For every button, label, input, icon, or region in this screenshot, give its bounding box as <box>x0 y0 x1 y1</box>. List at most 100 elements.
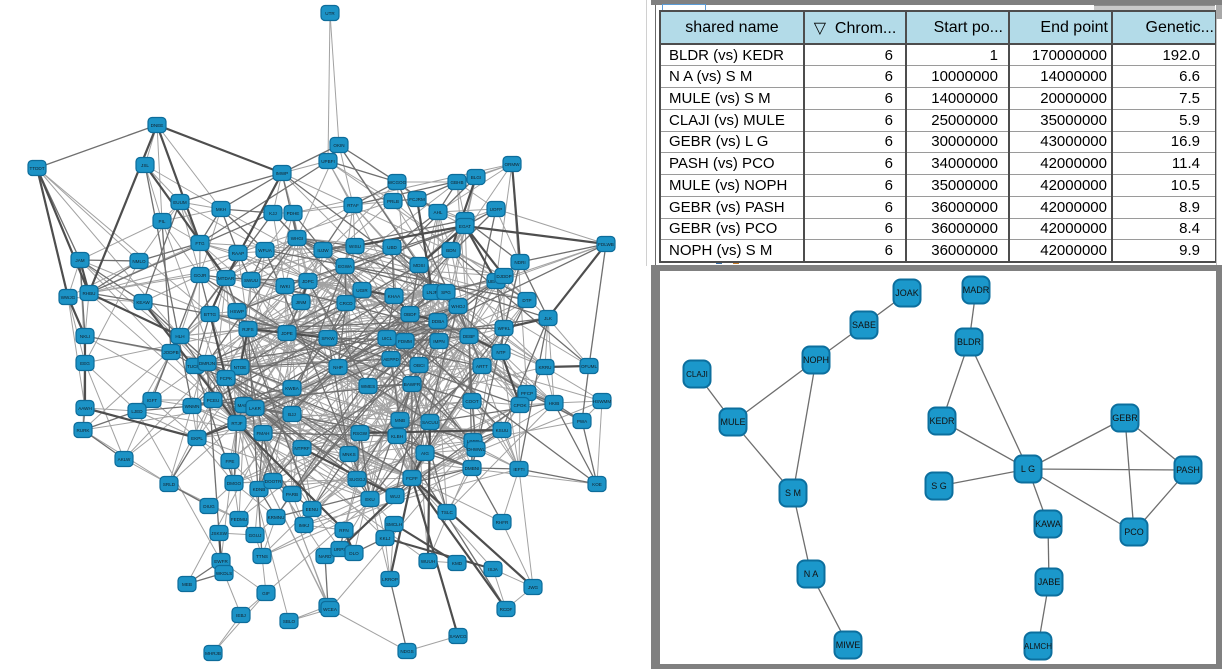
svg-text:KDNB: KDNB <box>253 487 266 492</box>
svg-text:RHFR: RHFR <box>496 520 509 525</box>
svg-text:IMPN: IMPN <box>433 339 444 344</box>
svg-text:AEPPD: AEPPD <box>383 357 399 362</box>
svg-text:SBLO: SBLO <box>283 619 296 624</box>
svg-text:UTR: UTR <box>325 11 335 16</box>
svg-text:WUJ: WUJ <box>390 494 400 499</box>
svg-text:JAM: JAM <box>75 258 84 263</box>
svg-text:MHRJB: MHRJB <box>205 651 221 656</box>
svg-text:PFCP: PFCP <box>521 391 533 396</box>
svg-text:IMWP: IMWP <box>276 171 289 176</box>
svg-text:IEBJ: IEBJ <box>236 613 246 618</box>
svg-text:EGAT: EGAT <box>459 224 471 229</box>
svg-text:OBDF: OBDF <box>404 312 417 317</box>
svg-text:KRMNU: KRMNU <box>268 515 285 520</box>
svg-text:DTP: DTP <box>522 298 531 303</box>
svg-text:S G: S G <box>931 481 947 491</box>
svg-text:GGUJ: GGUJ <box>249 533 262 538</box>
svg-text:SACUU: SACUU <box>422 420 438 425</box>
svg-text:JSKSW: JSKSW <box>211 531 227 536</box>
svg-text:MKH: MKH <box>216 207 226 212</box>
svg-text:KWBA: KWBA <box>285 386 299 391</box>
svg-text:LJED: LJED <box>131 409 143 414</box>
svg-text:DIUG: DIUG <box>203 504 215 509</box>
svg-text:KEAW: KEAW <box>136 300 150 305</box>
svg-text:GIF: GIF <box>262 591 270 596</box>
svg-text:MEB: MEB <box>182 582 192 587</box>
svg-text:HSWP: HSWP <box>230 309 244 314</box>
svg-text:RAAP: RAAP <box>232 251 245 256</box>
svg-text:HLH: HLH <box>175 334 184 339</box>
svg-text:EENU: EENU <box>306 507 319 512</box>
svg-text:SWUU: SWUU <box>244 278 258 283</box>
svg-text:KRRU: KRRU <box>538 365 551 370</box>
svg-text:JDPE: JDPE <box>281 331 293 336</box>
svg-text:IEFTI: IEFTI <box>513 467 524 472</box>
svg-text:EKU: EKU <box>365 497 374 502</box>
svg-text:AIG: AIG <box>421 451 429 456</box>
svg-text:LRROP: LRROP <box>382 577 398 582</box>
svg-text:UOFP: UOFP <box>490 207 503 212</box>
svg-text:LNJF: LNJF <box>427 290 438 295</box>
svg-text:PRLB: PRLB <box>387 199 399 204</box>
svg-text:IMKJ: IMKJ <box>299 523 309 528</box>
svg-text:TTDDT: TTDDT <box>29 166 44 171</box>
svg-text:GOJR: GOJR <box>194 273 207 278</box>
svg-text:DMRJN: DMRJN <box>199 361 215 366</box>
svg-text:CRCD: CRCD <box>339 301 353 306</box>
svg-text:CLAJI: CLAJI <box>686 370 708 379</box>
svg-text:FCJRM: FCJRM <box>409 197 425 202</box>
svg-text:JABE: JABE <box>1038 577 1061 587</box>
svg-text:AAWH: AAWH <box>78 406 92 411</box>
svg-text:OBCI: OBCI <box>413 363 424 368</box>
svg-text:SAWCG: SAWCG <box>449 634 467 639</box>
svg-text:NHP: NHP <box>333 365 343 370</box>
svg-text:NTP: NTP <box>496 350 505 355</box>
svg-text:HSWMM: HSWMM <box>593 399 612 404</box>
svg-text:RSGW: RSGW <box>353 431 368 436</box>
svg-text:JLK: JLK <box>544 316 553 321</box>
svg-text:KMD: KMD <box>452 561 463 566</box>
svg-text:MDSI: MDSI <box>413 263 424 268</box>
svg-text:KAWA: KAWA <box>1035 519 1061 529</box>
svg-text:KLBH: KLBH <box>391 434 403 439</box>
svg-text:L G: L G <box>1021 464 1035 474</box>
svg-text:JODPB: JODPB <box>163 350 178 355</box>
svg-text:AKLW: AKLW <box>118 457 131 462</box>
svg-text:HKIB: HKIB <box>549 401 560 406</box>
svg-text:FPE: FPE <box>226 459 235 464</box>
svg-text:BDN: BDN <box>446 248 456 253</box>
svg-text:UICL: UICL <box>382 336 393 341</box>
svg-text:FCPK: FCPK <box>220 376 233 381</box>
svg-text:RCDF: RCDF <box>500 607 513 612</box>
svg-text:BJJ: BJJ <box>288 412 296 417</box>
svg-text:GBHB: GBHB <box>450 180 463 185</box>
svg-text:DLO: DLO <box>349 551 359 556</box>
svg-text:GEBR: GEBR <box>1112 413 1138 423</box>
svg-text:WFUA: WFUA <box>258 248 272 253</box>
svg-text:MNB: MNB <box>395 418 405 423</box>
svg-text:AHL: AHL <box>434 210 443 215</box>
svg-text:WNMN: WNMN <box>185 404 200 409</box>
svg-text:EKPL: EKPL <box>191 436 203 441</box>
svg-text:PWA: PWA <box>577 419 588 424</box>
svg-text:MABS: MABS <box>237 403 250 408</box>
svg-text:UGIR: UGIR <box>356 288 368 293</box>
svg-text:TTNS: TTNS <box>256 554 268 559</box>
svg-text:WCGOG: WCGOG <box>388 180 407 185</box>
svg-text:WKDLS: WKDLS <box>216 571 232 576</box>
svg-text:MADR: MADR <box>963 285 990 295</box>
svg-text:PCEU: PCEU <box>207 398 220 403</box>
svg-text:IUJW: IUJW <box>317 248 329 253</box>
svg-text:RURK: RURK <box>76 428 90 433</box>
svg-text:ARTT: ARTT <box>476 364 488 369</box>
svg-text:NDRI: NDRI <box>514 260 525 265</box>
svg-text:BLDR: BLDR <box>957 337 982 347</box>
svg-text:FMAH: FMAH <box>256 431 269 436</box>
svg-text:SFKW: SFKW <box>321 336 335 341</box>
svg-text:NARD: NARD <box>318 554 332 559</box>
svg-text:TSLC: TSLC <box>441 510 453 515</box>
svg-text:RJFS: RJFS <box>242 327 253 332</box>
svg-text:SABE: SABE <box>852 320 876 330</box>
svg-text:KHAA: KHAA <box>388 294 401 299</box>
svg-text:ORMW: ORMW <box>504 162 520 167</box>
